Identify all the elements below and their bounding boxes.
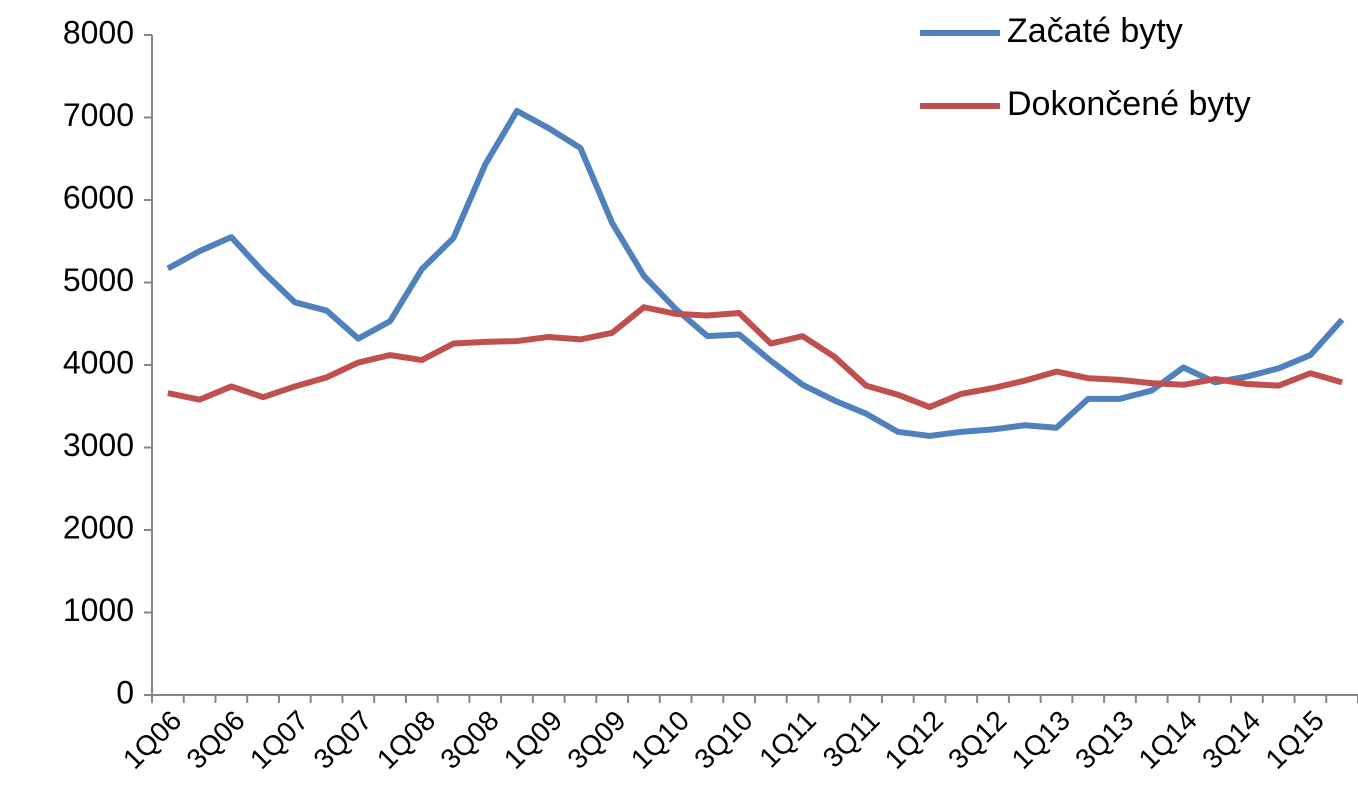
x-tick-label: 1Q12 bbox=[879, 705, 949, 775]
legend-label: Dokončené byty bbox=[1007, 85, 1251, 123]
x-tick-label: 1Q11 bbox=[753, 705, 822, 774]
x-tick-label: 1Q09 bbox=[498, 705, 568, 775]
x-tick-label: 3Q13 bbox=[1069, 705, 1139, 775]
y-tick-label: 7000 bbox=[63, 97, 134, 133]
series-line bbox=[166, 107, 1345, 439]
x-tick-label: 1Q06 bbox=[117, 705, 187, 775]
x-tick-label: 3Q09 bbox=[561, 705, 631, 775]
y-tick-label: 3000 bbox=[63, 427, 134, 463]
x-tick-label: 3Q07 bbox=[307, 705, 377, 775]
y-tick-label: 2000 bbox=[63, 509, 134, 545]
x-tick-label: 3Q08 bbox=[434, 705, 504, 775]
y-tick-label: 5000 bbox=[63, 262, 134, 298]
x-tick-label: 3Q12 bbox=[942, 705, 1012, 775]
legend-label: Začaté byty bbox=[1007, 12, 1183, 50]
x-tick-label: 1Q15 bbox=[1260, 705, 1330, 775]
y-tick-label: 1000 bbox=[63, 592, 134, 628]
x-tick-label: 1Q07 bbox=[244, 705, 314, 775]
y-tick-label: 8000 bbox=[63, 14, 134, 50]
y-tick-label: 6000 bbox=[63, 179, 134, 215]
series-line bbox=[167, 304, 1343, 411]
y-tick-label: 4000 bbox=[63, 344, 134, 380]
x-tick-label: 1Q08 bbox=[371, 705, 441, 775]
x-tick-label: 3Q10 bbox=[688, 705, 758, 775]
x-tick-label: 3Q11 bbox=[817, 705, 886, 774]
x-tick-label: 1Q10 bbox=[625, 705, 695, 775]
x-tick-label: 3Q06 bbox=[180, 705, 250, 775]
x-tick-label: 1Q14 bbox=[1133, 705, 1203, 775]
x-tick-label: 3Q14 bbox=[1196, 705, 1266, 775]
y-tick-label: 0 bbox=[116, 674, 134, 710]
x-tick-label: 1Q13 bbox=[1006, 705, 1076, 775]
